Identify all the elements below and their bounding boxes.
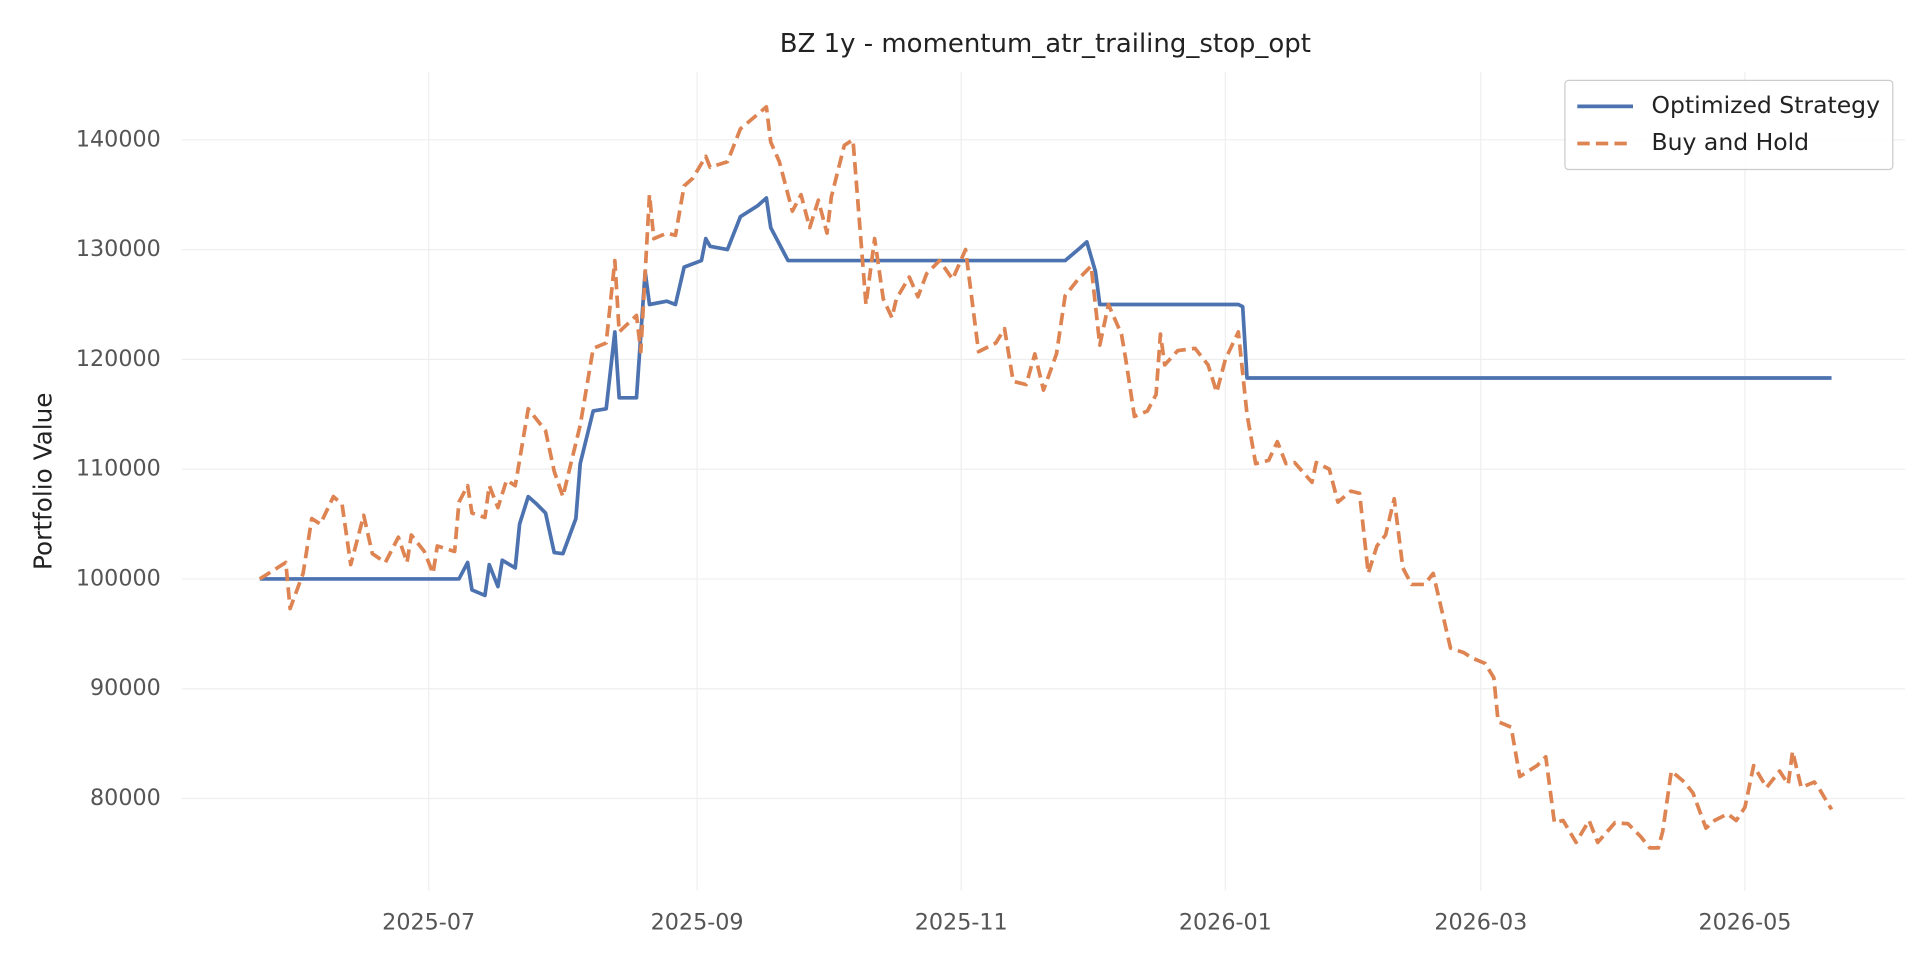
y-tick-label: 140000 xyxy=(76,126,161,152)
series-line xyxy=(259,196,1832,598)
x-tick-label: 2026-03 xyxy=(1434,909,1527,935)
y-axis-label: Portfolio Value xyxy=(29,392,58,570)
legend-label: Buy and Hold xyxy=(1652,128,1810,156)
legend-box xyxy=(1564,79,1894,171)
y-tick-label: 120000 xyxy=(76,346,161,372)
x-tick-label: 2025-07 xyxy=(382,909,475,935)
series-line xyxy=(258,105,1834,850)
y-tick-label: 110000 xyxy=(76,456,161,482)
x-tick-label: 2025-11 xyxy=(915,909,1008,935)
chart-title: BZ 1y - momentum_atr_trailing_stop_opt xyxy=(780,29,1311,59)
legend: Optimized Strategy Buy and Hold xyxy=(1564,79,1894,171)
y-tick-label: 90000 xyxy=(90,675,161,701)
x-tick-label: 2026-05 xyxy=(1698,909,1791,935)
x-tick-label: 2025-09 xyxy=(651,909,744,935)
y-tick-label: 130000 xyxy=(76,236,161,262)
y-tick-label: 80000 xyxy=(90,785,161,811)
legend-label: Optimized Strategy xyxy=(1652,91,1881,119)
x-tick-label: 2026-01 xyxy=(1179,909,1272,935)
y-tick-label: 100000 xyxy=(76,565,161,591)
